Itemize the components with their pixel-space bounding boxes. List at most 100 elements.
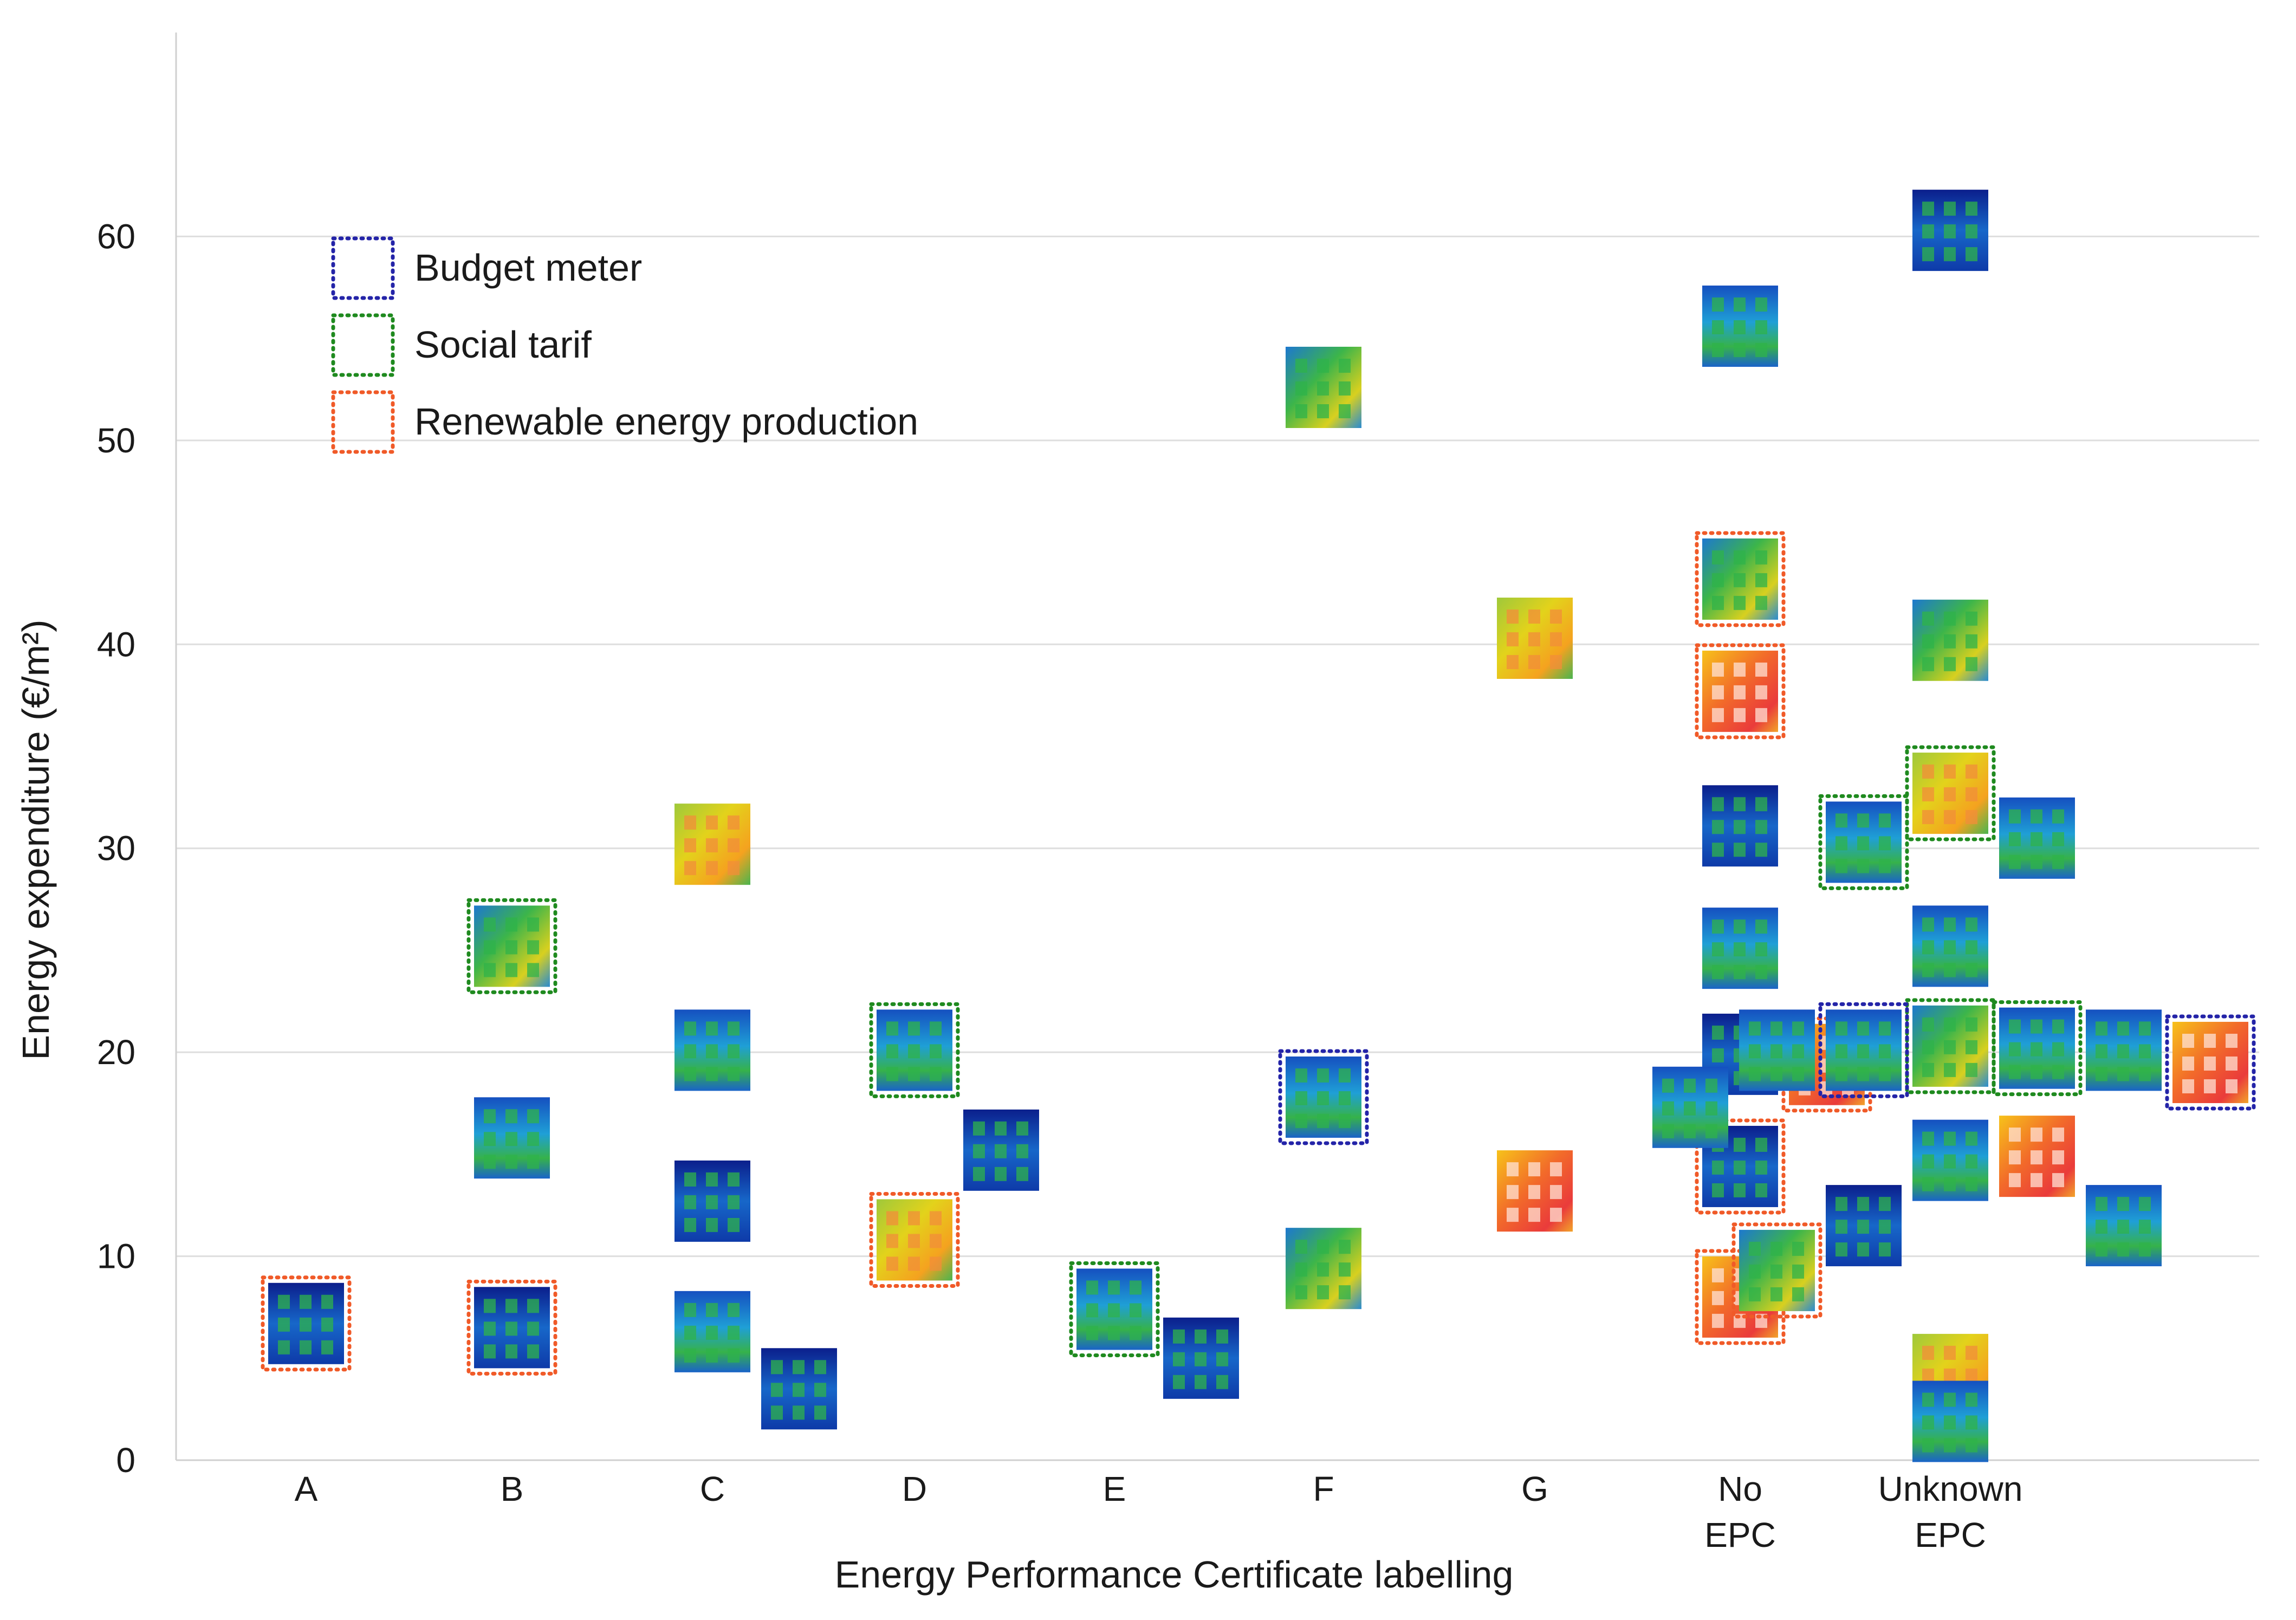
facade-window — [1339, 404, 1351, 418]
facade-window — [728, 1325, 740, 1340]
facade-window — [1528, 632, 1540, 646]
facade-window — [1734, 573, 1746, 587]
facade-window — [728, 1021, 740, 1036]
facade-window — [771, 1405, 783, 1420]
facade-window — [908, 1067, 920, 1081]
facade-window — [1879, 1021, 1891, 1036]
facade-window — [1966, 1438, 1977, 1453]
facade-window — [1712, 942, 1724, 957]
data-point-NoEPC-19 — [1702, 286, 1778, 367]
facade-window — [1966, 963, 1977, 977]
tag-border-renewable — [1731, 1222, 1822, 1319]
facade-window — [2139, 1044, 2151, 1059]
facade-window — [1339, 381, 1351, 396]
tag-border-social — [869, 1002, 960, 1098]
facade-window — [1108, 1303, 1120, 1318]
facade-window — [706, 1021, 718, 1036]
facade-window — [1792, 1067, 1804, 1081]
facade-window — [728, 1303, 740, 1317]
facade-window — [1944, 202, 1956, 216]
facade-window — [1507, 1185, 1519, 1200]
facade-window — [2031, 809, 2042, 824]
facade-window — [684, 1348, 696, 1363]
data-point-G-18 — [1497, 1150, 1573, 1232]
facade-window — [706, 1044, 718, 1059]
facade-window — [1966, 810, 1977, 825]
facade-window — [505, 1132, 517, 1146]
facade-window — [1770, 1067, 1782, 1081]
facade-window — [1966, 224, 1977, 239]
facade-window — [321, 1317, 333, 1332]
facade-window — [1712, 1268, 1724, 1282]
data-point-NoEPC-21 — [1695, 643, 1786, 740]
facade-window — [728, 1217, 740, 1232]
legend-swatch-renewable — [331, 390, 395, 454]
facade-window — [793, 1383, 805, 1397]
facade-window — [995, 1121, 1007, 1136]
facade-window — [1108, 1280, 1120, 1295]
facade-window — [1966, 1062, 1977, 1077]
data-point-UnknownEPC-41 — [1912, 1119, 1988, 1201]
facade-window — [1712, 550, 1724, 565]
facade-window — [1857, 1242, 1869, 1257]
facade-window — [2009, 1150, 2021, 1165]
facade-window — [2117, 1220, 2129, 1234]
facade-window — [1295, 381, 1307, 396]
facade-window — [814, 1383, 826, 1397]
facade-window — [2139, 1021, 2151, 1036]
facade-window — [1507, 1208, 1519, 1222]
facade-window — [886, 1234, 898, 1248]
facade-window — [1734, 820, 1746, 834]
facade-window — [706, 815, 718, 830]
facade-window — [1734, 843, 1746, 857]
facade-window — [527, 1132, 539, 1146]
facade-window — [1339, 1091, 1351, 1105]
facade-window — [706, 1325, 718, 1340]
facade-window — [2139, 1220, 2151, 1234]
facade-window — [995, 1167, 1007, 1181]
facade-window — [484, 1109, 496, 1124]
tag-border-social — [1069, 1261, 1160, 1357]
facade-window — [1966, 1154, 1977, 1169]
facade-window — [2052, 1019, 2064, 1034]
facade-window — [505, 1344, 517, 1359]
facade-window — [930, 1256, 942, 1271]
facade-window — [1712, 297, 1724, 312]
facade-window — [706, 1348, 718, 1363]
facade-window — [2031, 854, 2042, 869]
y-tick-label: 20 — [97, 1033, 135, 1072]
facade-window — [728, 1195, 740, 1209]
facade-window — [793, 1405, 805, 1420]
tag-border-social — [1905, 745, 1996, 841]
x-tick-label: B — [501, 1469, 524, 1508]
facade-window — [484, 917, 496, 932]
facade-window — [771, 1383, 783, 1397]
facade-window — [1944, 1017, 1956, 1032]
facade-window — [1295, 1285, 1307, 1300]
facade-window — [278, 1340, 290, 1355]
facade-window — [484, 1132, 496, 1146]
facade-window — [1857, 1197, 1869, 1211]
facade-window — [1966, 940, 1977, 955]
facade-window — [2052, 854, 2064, 869]
facade-window — [1944, 611, 1956, 626]
facade-window — [1944, 657, 1956, 671]
facade-window — [684, 838, 696, 853]
facade-window — [1922, 1017, 1934, 1032]
facade-window — [484, 1155, 496, 1169]
facade-window — [1712, 1291, 1724, 1305]
facade-window — [1712, 1183, 1724, 1197]
data-point-C-8 — [761, 1348, 837, 1430]
facade-window — [1879, 859, 1891, 873]
facade-window — [1749, 1021, 1761, 1036]
facade-window — [1770, 1021, 1782, 1036]
tag-border-social — [1818, 794, 1909, 890]
facade-window — [2031, 1150, 2042, 1165]
facade-window — [684, 1303, 696, 1317]
facade-window — [1755, 662, 1767, 677]
facade-window — [930, 1044, 942, 1059]
facade-window — [1922, 1131, 1934, 1146]
data-point-UnknownEPC-36 — [1818, 1002, 1909, 1098]
facade-window — [1966, 202, 1977, 216]
